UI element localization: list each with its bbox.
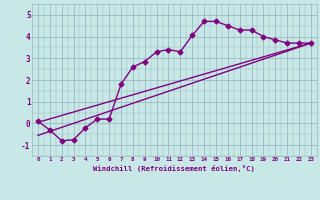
X-axis label: Windchill (Refroidissement éolien,°C): Windchill (Refroidissement éolien,°C) (93, 165, 255, 172)
